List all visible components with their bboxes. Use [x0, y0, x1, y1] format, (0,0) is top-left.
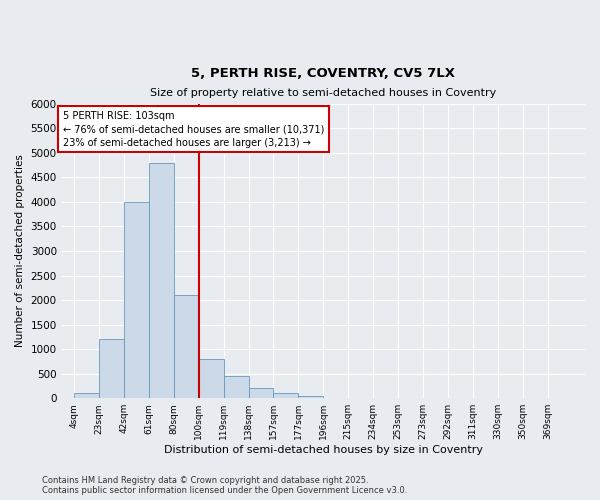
- Text: Size of property relative to semi-detached houses in Coventry: Size of property relative to semi-detach…: [150, 88, 496, 98]
- Bar: [199, 359, 224, 398]
- Bar: [124, 202, 149, 398]
- Bar: [99, 340, 124, 398]
- Bar: [74, 394, 99, 398]
- Bar: [149, 162, 174, 398]
- Text: 5, PERTH RISE, COVENTRY, CV5 7LX: 5, PERTH RISE, COVENTRY, CV5 7LX: [191, 67, 455, 80]
- X-axis label: Distribution of semi-detached houses by size in Coventry: Distribution of semi-detached houses by …: [164, 445, 483, 455]
- Text: 5 PERTH RISE: 103sqm
← 76% of semi-detached houses are smaller (10,371)
23% of s: 5 PERTH RISE: 103sqm ← 76% of semi-detac…: [63, 111, 325, 148]
- Bar: [298, 396, 323, 398]
- Bar: [274, 394, 298, 398]
- Bar: [248, 388, 274, 398]
- Bar: [224, 376, 248, 398]
- Bar: [174, 295, 199, 398]
- Y-axis label: Number of semi-detached properties: Number of semi-detached properties: [15, 154, 25, 348]
- Text: Contains HM Land Registry data © Crown copyright and database right 2025.
Contai: Contains HM Land Registry data © Crown c…: [42, 476, 407, 495]
